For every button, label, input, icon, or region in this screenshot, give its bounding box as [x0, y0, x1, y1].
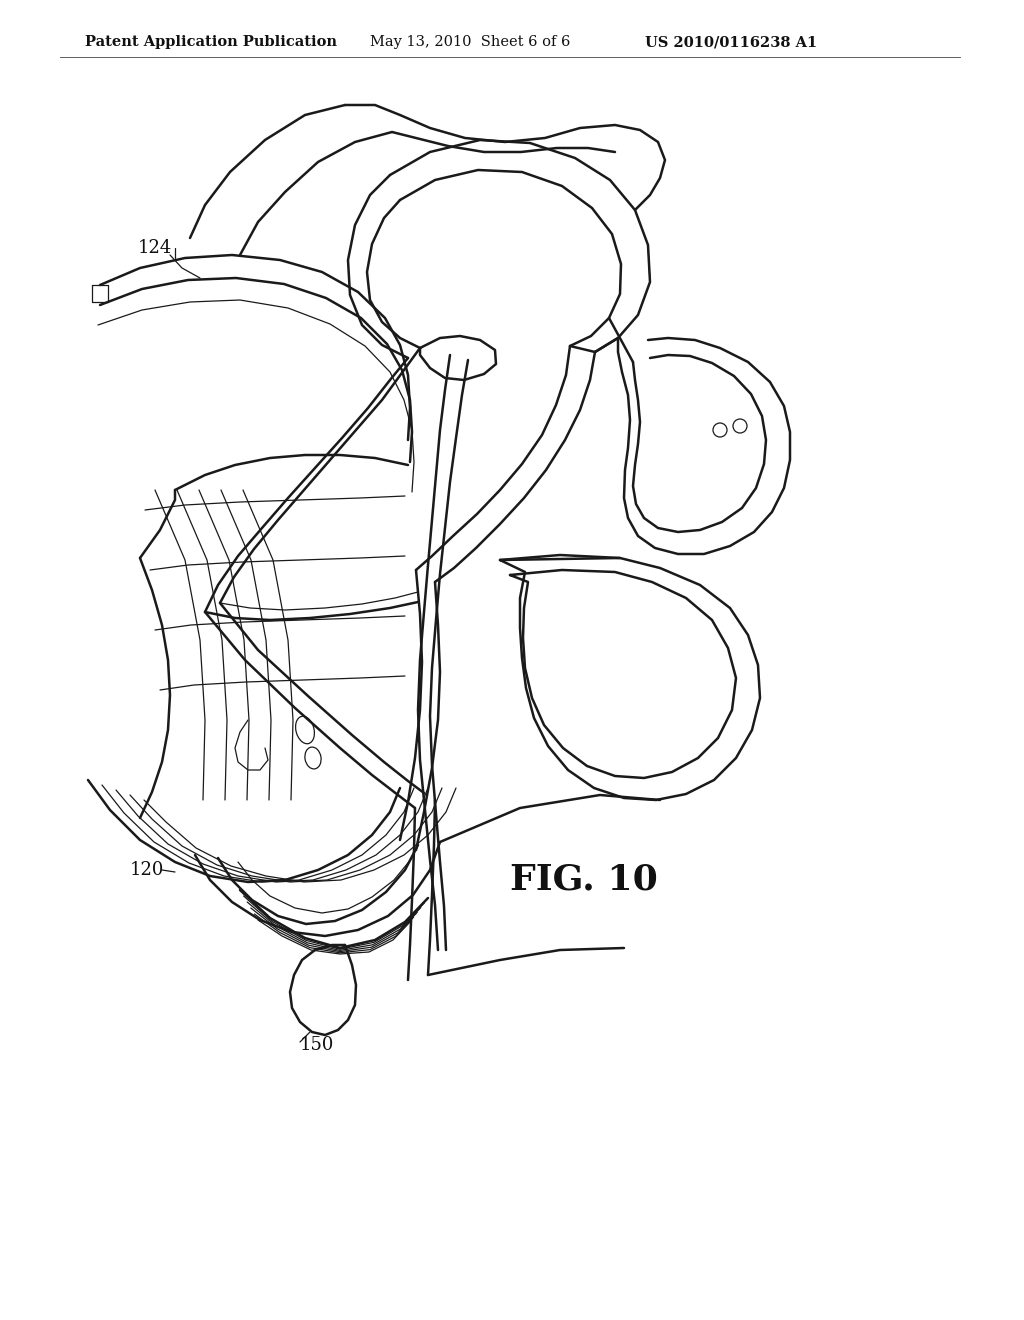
Text: 120: 120: [130, 861, 165, 879]
Text: May 13, 2010  Sheet 6 of 6: May 13, 2010 Sheet 6 of 6: [370, 36, 570, 49]
Text: Patent Application Publication: Patent Application Publication: [85, 36, 337, 49]
Text: FIG. 10: FIG. 10: [510, 863, 657, 898]
Text: 124: 124: [138, 239, 172, 257]
Text: 150: 150: [300, 1036, 335, 1053]
Text: US 2010/0116238 A1: US 2010/0116238 A1: [645, 36, 817, 49]
